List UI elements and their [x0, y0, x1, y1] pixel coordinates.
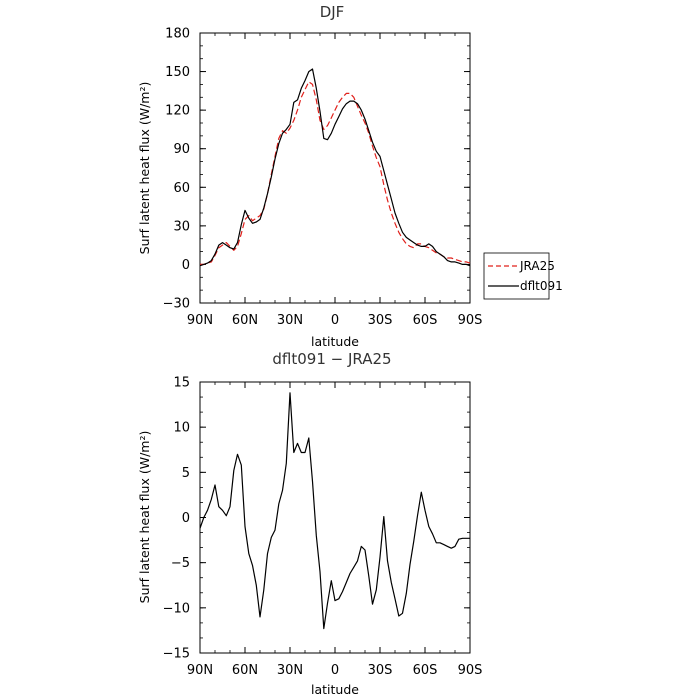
bottom-x-tick-label: 0: [331, 663, 339, 678]
bottom-x-tick-label: 30S: [368, 663, 393, 678]
bottom-y-tick-label: 15: [173, 376, 190, 391]
top-x-tick-label: 90S: [458, 313, 483, 328]
top-series-dflt091: [199, 68, 471, 267]
bottom-y-tick-label: −5: [171, 556, 190, 571]
top-y-tick-label: 0: [182, 258, 190, 273]
bottom-y-tick-label: 10: [173, 421, 190, 436]
top-x-tick-label: 30S: [368, 313, 393, 328]
bottom-panel: dflt091 − JRA25 −15 −10 −5 0 5 10 15 90N 60N 30N…: [137, 350, 482, 697]
bottom-x-axis: 90N 60N 30N 0 30S 60S 90S: [187, 382, 483, 678]
top-panel: DJF −30 0 30 60 90 120 150 180 90N 60N 30N 0 30S 60S…: [137, 3, 482, 349]
bottom-x-tick-label: 30N: [277, 663, 303, 678]
top-y-tick-label: 180: [165, 27, 190, 42]
top-y-tick-label: 60: [173, 181, 190, 196]
top-y-tick-label: 120: [165, 104, 190, 119]
top-x-tick-label: 60N: [232, 313, 258, 328]
legend: JRA25 dflt091: [483, 252, 563, 300]
top-plot-frame: [199, 32, 471, 304]
top-y-axis: −30 0 30 60 90 120 150 180: [163, 27, 470, 312]
top-x-tick-label: 0: [331, 313, 339, 328]
top-x-axis: 90N 60N 30N 0 30S 60S 90S: [187, 33, 483, 328]
top-y-tick-label: 150: [165, 65, 190, 80]
bottom-x-tick-label: 60N: [232, 663, 258, 678]
bottom-y-axis-label: Surf latent heat flux (W/m²): [137, 431, 152, 604]
top-series-group: [199, 68, 471, 267]
bottom-x-tick-label: 90N: [187, 663, 213, 678]
bottom-chart-title: dflt091 − JRA25: [272, 350, 391, 368]
top-y-tick-label: −30: [163, 297, 190, 312]
top-y-tick-label: 90: [173, 142, 190, 157]
legend-label-jra25: JRA25: [519, 259, 555, 273]
legend-box: [483, 252, 550, 300]
top-x-tick-label: 30N: [277, 313, 303, 328]
top-series-jra25: [200, 81, 471, 265]
top-y-tick-label: 30: [173, 219, 190, 234]
top-y-axis-label: Surf latent heat flux (W/m²): [137, 82, 152, 255]
bottom-y-tick-label: 0: [182, 511, 190, 526]
top-x-axis-label: latitude: [311, 334, 359, 349]
bottom-plot-frame: [199, 381, 471, 654]
bottom-x-tick-label: 90S: [458, 663, 483, 678]
bottom-y-tick-label: −10: [163, 601, 190, 616]
bottom-series-group: [199, 392, 470, 630]
top-chart-title: DJF: [320, 3, 345, 21]
bottom-x-axis-label: latitude: [311, 682, 359, 697]
legend-label-dflt091: dflt091: [520, 279, 563, 293]
top-x-tick-label: 60S: [413, 313, 438, 328]
bottom-y-tick-label: 5: [182, 466, 190, 481]
bottom-series-line: [199, 392, 470, 630]
top-x-tick-label: 90N: [187, 313, 213, 328]
bottom-x-tick-label: 60S: [413, 663, 438, 678]
bottom-y-tick-label: −15: [163, 647, 190, 662]
bottom-y-axis: −15 −10 −5 0 5 10 15: [163, 376, 470, 662]
